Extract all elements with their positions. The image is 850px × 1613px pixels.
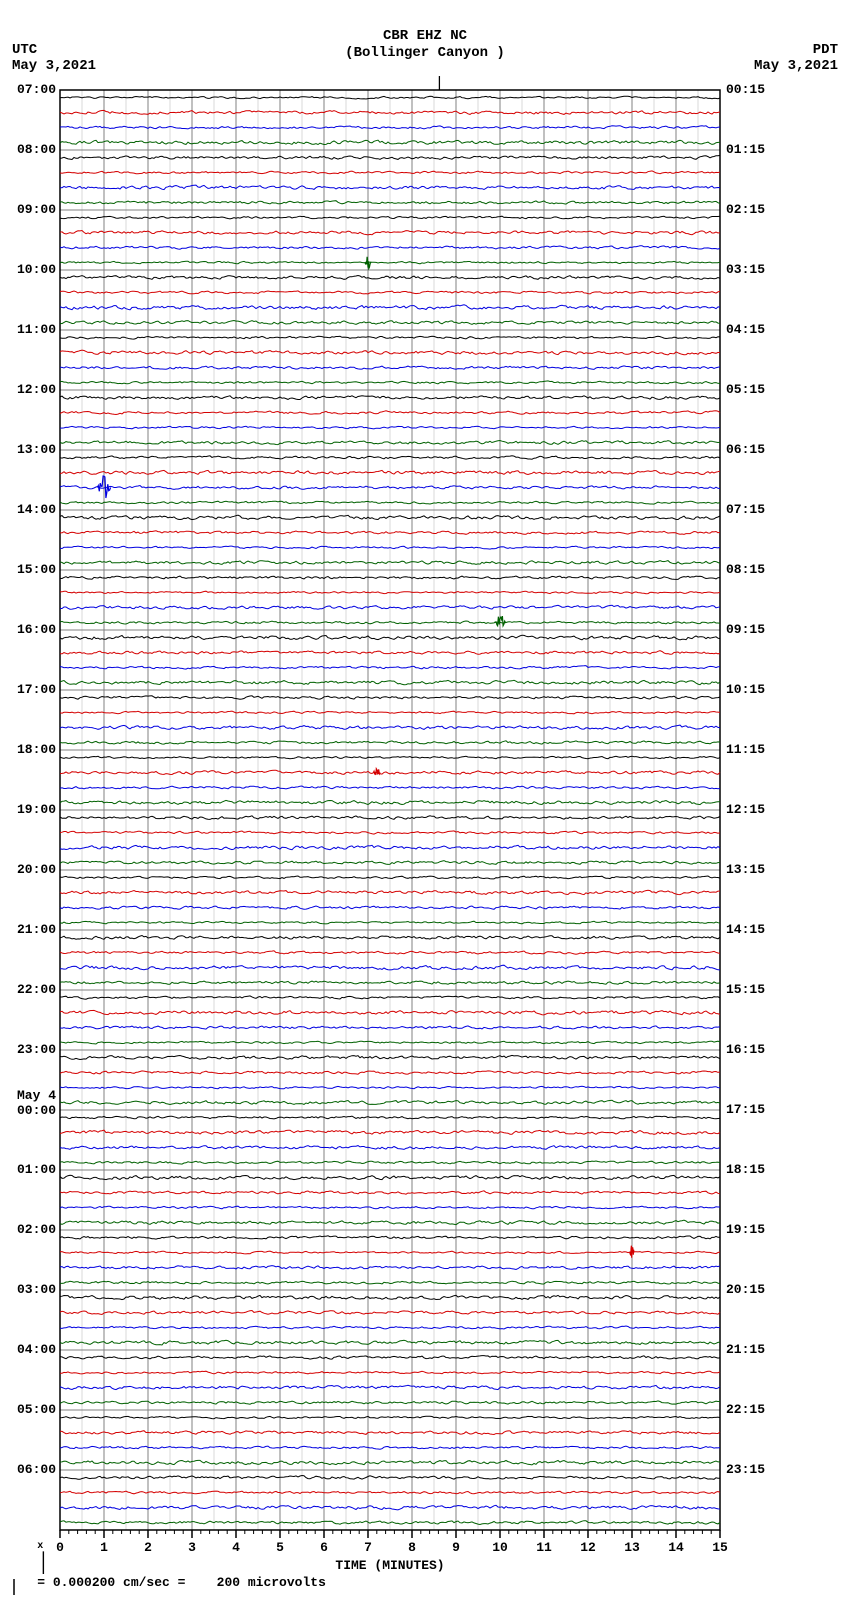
utc-time-label: May 400:00 [17, 1088, 56, 1118]
x-tick-label: 8 [408, 1540, 416, 1555]
utc-time-label: 07:00 [17, 82, 56, 97]
pdt-time-label: 19:15 [726, 1222, 765, 1237]
utc-time-label: 22:00 [17, 982, 56, 997]
pdt-time-label: 15:15 [726, 982, 765, 997]
pdt-time-label: 01:15 [726, 142, 765, 157]
pdt-time-label: 23:15 [726, 1462, 765, 1477]
x-tick-label: 1 [100, 1540, 108, 1555]
pdt-time-label: 06:15 [726, 442, 765, 457]
pdt-time-label: 03:15 [726, 262, 765, 277]
pdt-time-label: 16:15 [726, 1042, 765, 1057]
utc-time-label: 13:00 [17, 442, 56, 457]
pdt-time-label: 20:15 [726, 1282, 765, 1297]
x-tick-label: 6 [320, 1540, 328, 1555]
utc-time-label: 04:00 [17, 1342, 56, 1357]
pdt-time-label: 12:15 [726, 802, 765, 817]
pdt-time-label: 14:15 [726, 922, 765, 937]
x-tick-label: 13 [624, 1540, 640, 1555]
utc-time-label: 06:00 [17, 1462, 56, 1477]
utc-time-label: 19:00 [17, 802, 56, 817]
x-tick-label: 14 [668, 1540, 684, 1555]
pdt-time-label: 13:15 [726, 862, 765, 877]
pdt-time-label: 18:15 [726, 1162, 765, 1177]
x-tick-label: 11 [536, 1540, 552, 1555]
utc-time-label: 14:00 [17, 502, 56, 517]
x-tick-label: 0 [56, 1540, 64, 1555]
utc-time-label: 05:00 [17, 1402, 56, 1417]
utc-time-label: 20:00 [17, 862, 56, 877]
x-tick-label: 4 [232, 1540, 240, 1555]
utc-time-label: 12:00 [17, 382, 56, 397]
footer-scale: x │ = 0.000200 cm/sec = 200 microvolts [6, 1522, 326, 1605]
x-tick-label: 10 [492, 1540, 508, 1555]
pdt-time-label: 04:15 [726, 322, 765, 337]
utc-time-label: 02:00 [17, 1222, 56, 1237]
utc-time-label: 10:00 [17, 262, 56, 277]
pdt-time-label: 17:15 [726, 1102, 765, 1117]
utc-time-label: 03:00 [17, 1282, 56, 1297]
utc-time-label: 18:00 [17, 742, 56, 757]
utc-time-label: 17:00 [17, 682, 56, 697]
pdt-time-label: 10:15 [726, 682, 765, 697]
x-tick-label: 2 [144, 1540, 152, 1555]
pdt-time-label: 21:15 [726, 1342, 765, 1357]
pdt-time-label: 02:15 [726, 202, 765, 217]
pdt-time-label: 22:15 [726, 1402, 765, 1417]
utc-time-label: 16:00 [17, 622, 56, 637]
x-tick-label: 5 [276, 1540, 284, 1555]
utc-time-label: 15:00 [17, 562, 56, 577]
x-tick-label: 3 [188, 1540, 196, 1555]
pdt-time-label: 00:15 [726, 82, 765, 97]
x-axis-title: TIME (MINUTES) [335, 1558, 444, 1573]
pdt-time-label: 08:15 [726, 562, 765, 577]
utc-time-label: 08:00 [17, 142, 56, 157]
seismogram-plot: CBR EHZ NC (Bollinger Canyon ) │ = 0.000… [0, 0, 850, 1613]
pdt-time-label: 07:15 [726, 502, 765, 517]
x-tick-label: 7 [364, 1540, 372, 1555]
pdt-time-label: 05:15 [726, 382, 765, 397]
pdt-time-label: 11:15 [726, 742, 765, 757]
pdt-time-label: 09:15 [726, 622, 765, 637]
utc-time-label: 09:00 [17, 202, 56, 217]
plot-area [0, 0, 850, 1613]
x-tick-label: 15 [712, 1540, 728, 1555]
x-tick-label: 12 [580, 1540, 596, 1555]
x-tick-label: 9 [452, 1540, 460, 1555]
utc-time-label: 23:00 [17, 1042, 56, 1057]
utc-time-label: 21:00 [17, 922, 56, 937]
utc-time-label: 11:00 [17, 322, 56, 337]
utc-time-label: 01:00 [17, 1162, 56, 1177]
